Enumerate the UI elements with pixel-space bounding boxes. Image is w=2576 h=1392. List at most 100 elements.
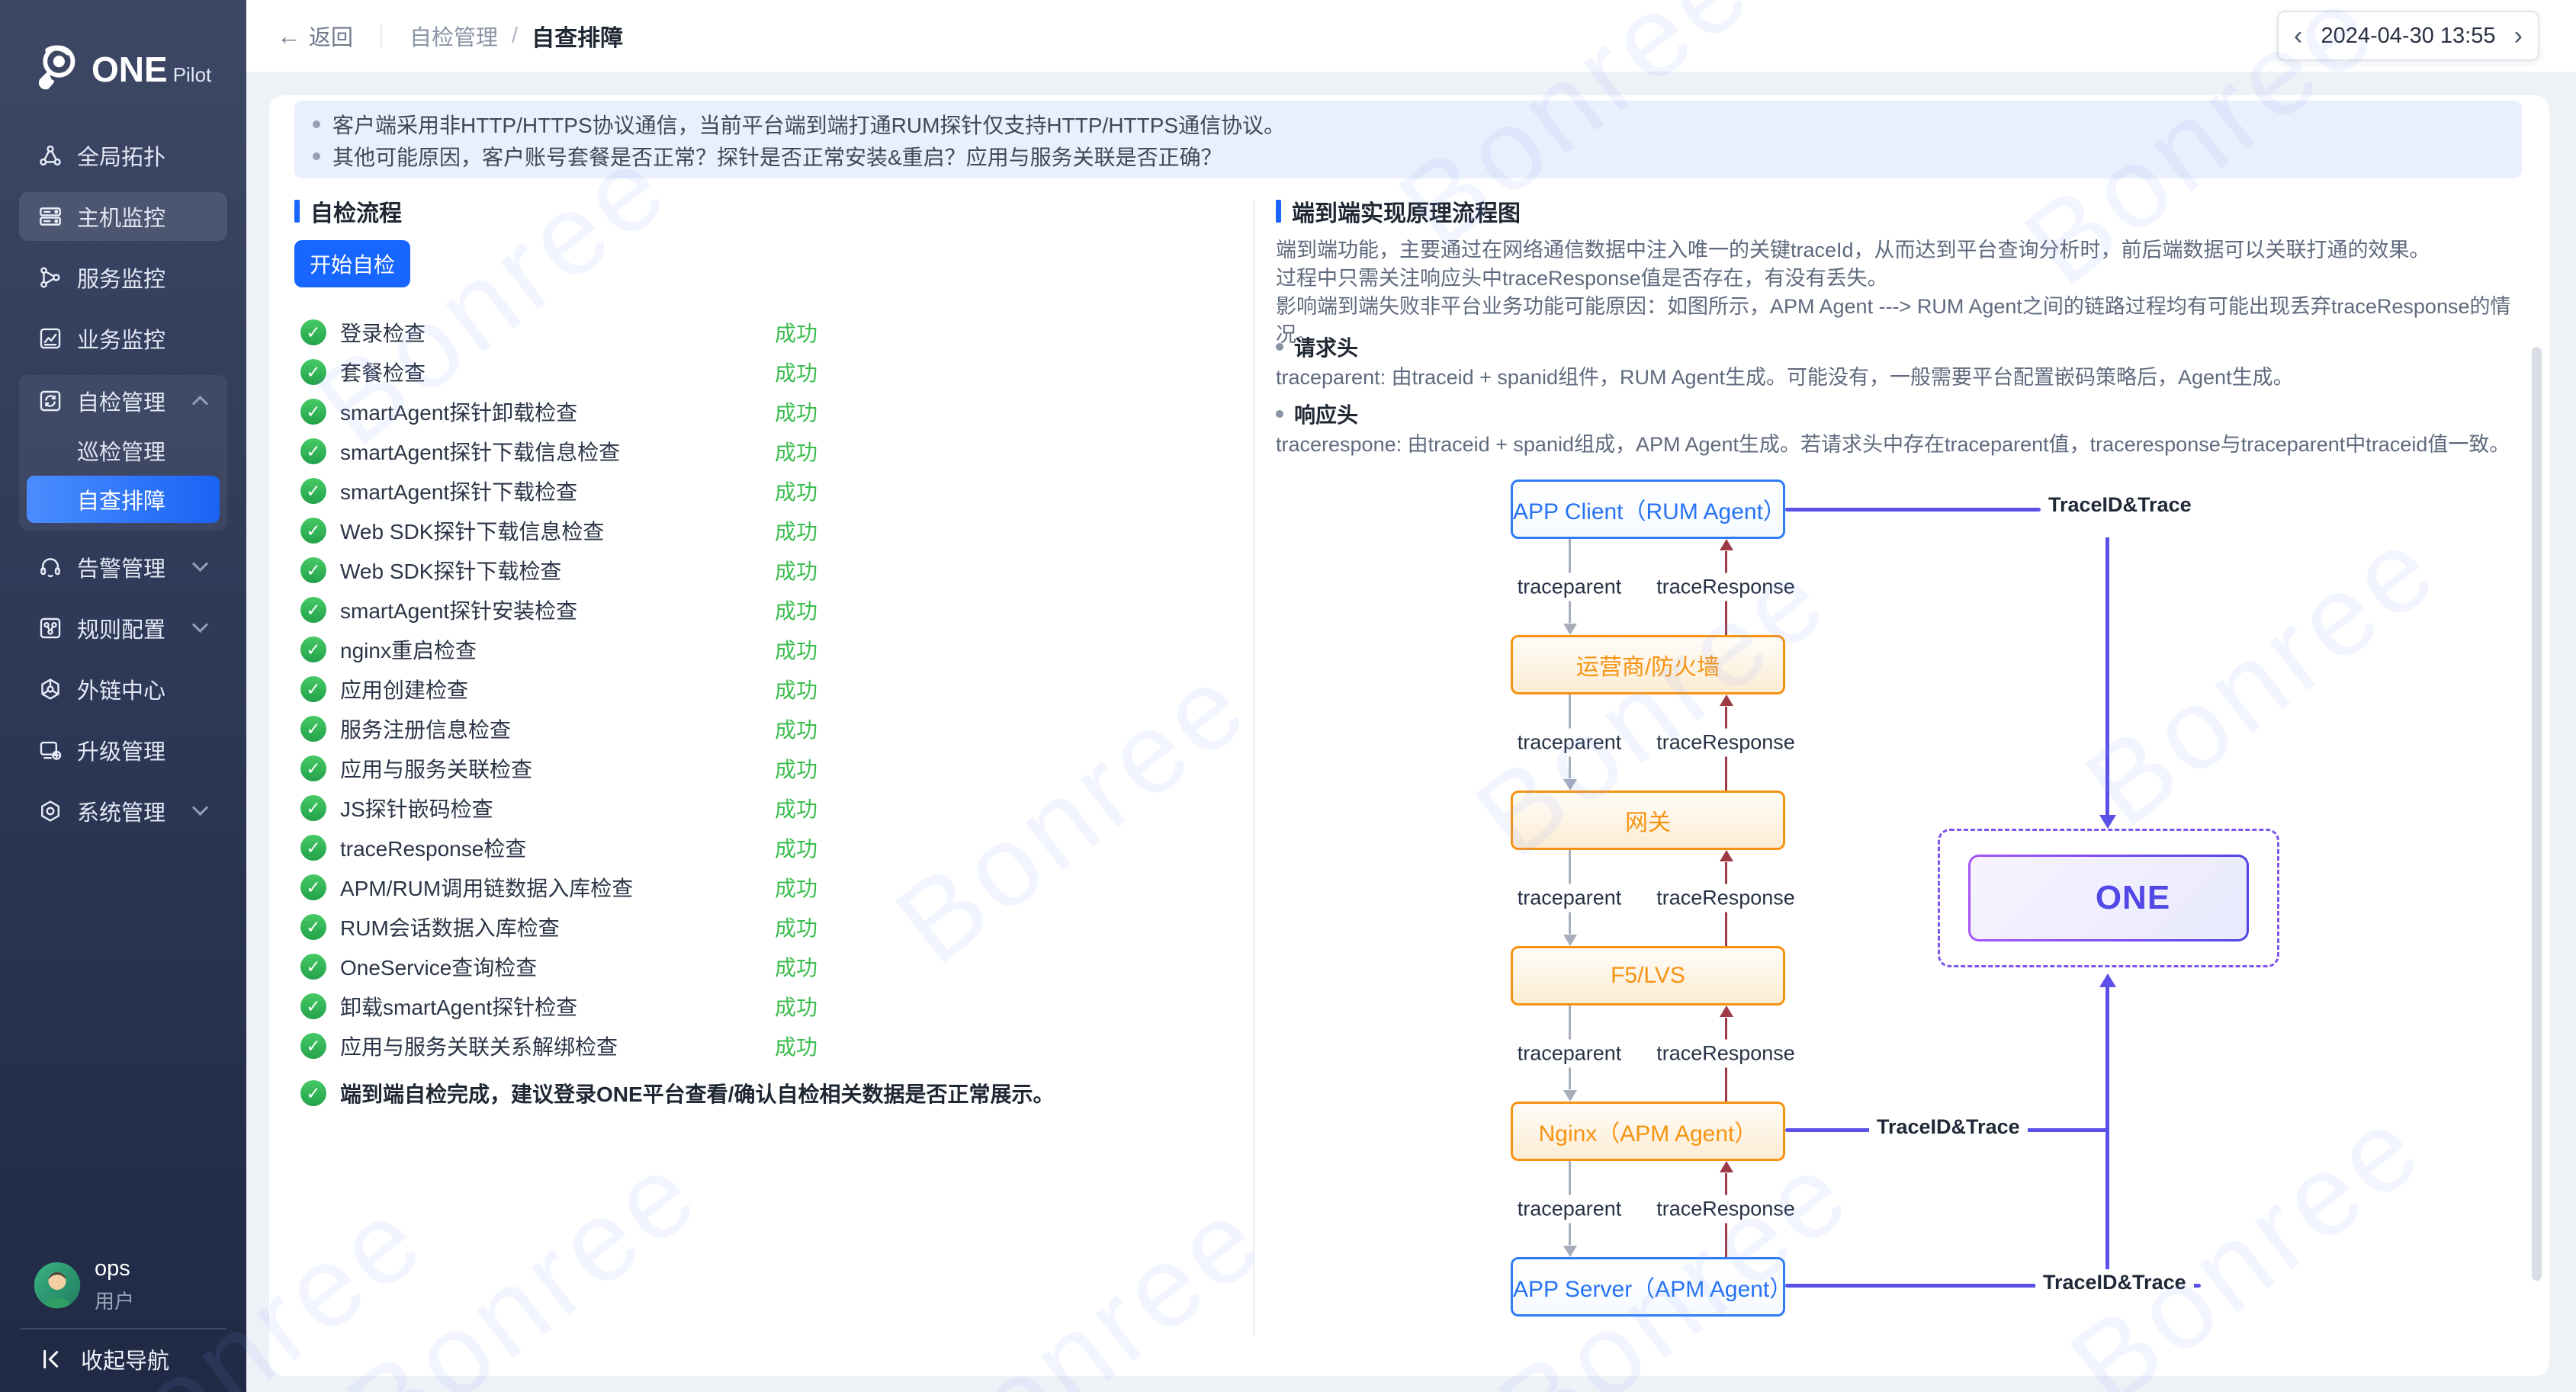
traceparent-arrowhead-icon	[1563, 1090, 1577, 1102]
traceparent-arrowhead-icon	[1563, 779, 1577, 791]
response-header-desc: tracerespone: 由traceid + spanid组成，APM Ag…	[1276, 433, 2510, 456]
flow-node: 运营商/防火墙	[1511, 635, 1785, 694]
success-check-icon	[300, 438, 326, 464]
check-status: 成功	[775, 678, 818, 702]
sidebar-item-label: 自检管理	[77, 391, 166, 415]
date-next-icon[interactable]: ›	[2513, 21, 2523, 50]
flow-diagram: TraceID&Trace TraceID&Trace TraceID&Trac…	[1511, 480, 2281, 1318]
check-status: 成功	[775, 639, 818, 662]
check-status: 成功	[775, 560, 818, 583]
request-header-label: 请求头	[1294, 336, 1359, 360]
sidebar-item-label: 业务监控	[77, 329, 166, 353]
sidebar-subitem[interactable]: 巡检管理	[27, 427, 220, 474]
flow-node: APP Server（APM Agent）	[1511, 1257, 1792, 1317]
datetime-picker[interactable]: ‹ 2024-04-30 13:55 ›	[2277, 11, 2539, 61]
vertical-scrollbar[interactable]	[2532, 347, 2542, 1281]
sidebar-item[interactable]: 服务监控	[19, 253, 227, 302]
check-row: 应用创建检查 成功	[294, 669, 1228, 709]
sidebar-item[interactable]: 系统管理	[19, 787, 227, 836]
bullet-icon	[313, 152, 320, 160]
trace-line-vertical-down	[2105, 537, 2109, 816]
traceparent-arrowhead-icon	[1563, 935, 1577, 946]
success-check-icon	[300, 914, 326, 940]
check-status: 成功	[775, 322, 818, 345]
check-label: RUM会话数据入库检查	[340, 916, 560, 940]
sidebar-item[interactable]: 业务监控	[19, 314, 227, 363]
sidebar-menu-top: 全局拓扑 主机监控 服务监控	[0, 131, 246, 363]
success-check-icon	[300, 755, 326, 781]
sidebar-subitem[interactable]: 自查排障	[27, 476, 220, 523]
sidebar-item[interactable]: 主机监控	[19, 192, 227, 241]
traceparent-label: traceparent	[1511, 884, 1628, 912]
check-label: smartAgent探针下载信息检查	[340, 441, 621, 464]
page-title: 自查排障	[532, 26, 624, 51]
panel-divider	[1253, 200, 1254, 1336]
check-status: 成功	[775, 996, 818, 1019]
check-row: RUM会话数据入库检查 成功	[294, 907, 1228, 947]
flow-item: APP Client（RUM Agent） traceparent traceR…	[1511, 480, 1801, 635]
check-label: APM/RUM调用链数据入库检查	[340, 877, 634, 900]
check-status: 成功	[775, 718, 818, 742]
trace-label-nginx: TraceID&Trace	[1869, 1114, 2028, 1140]
trace-label-top: TraceID&Trace	[2048, 493, 2192, 516]
check-label: 服务注册信息检查	[340, 718, 512, 742]
check-label: smartAgent探针安装检查	[340, 599, 578, 623]
bullet-icon	[1276, 410, 1283, 418]
traceparent-label: traceparent	[1511, 573, 1628, 601]
check-label: 应用与服务关联检查	[340, 758, 533, 781]
chevron-icon	[191, 799, 209, 816]
sidebar-item[interactable]: 告警管理	[19, 543, 227, 592]
back-button[interactable]: ← 返回	[277, 20, 353, 52]
success-check-icon	[300, 399, 326, 425]
sidebar-item[interactable]: 升级管理	[19, 726, 227, 775]
flow-item: 运营商/防火墙 traceparent traceResponse	[1511, 635, 1801, 791]
sidebar-item-selfcheck-management[interactable]: 自检管理	[19, 377, 227, 425]
breadcrumb-separator: /	[512, 23, 519, 48]
check-status: 成功	[775, 956, 818, 980]
sidebar-item[interactable]: 外链中心	[19, 665, 227, 714]
sidebar-item[interactable]: 全局拓扑	[19, 131, 227, 180]
one-label: ONE	[2095, 879, 2171, 916]
notice-line: 客户端采用非HTTP/HTTPS协议通信，当前平台端到端打通RUM探针仅支持HT…	[294, 108, 2522, 140]
summary-row: 端到端自检完成，建议登录ONE平台查看/确认自检相关数据是否正常展示。	[294, 1078, 1228, 1108]
sidebar-subitem-label: 巡检管理	[77, 441, 166, 465]
flow-edge-gap: traceparent traceResponse	[1511, 539, 1801, 635]
check-row: OneService查询检查 成功	[294, 947, 1228, 986]
trace-line-top	[1785, 508, 2041, 512]
breadcrumb-parent[interactable]: 自检管理	[410, 26, 499, 50]
collapse-icon	[43, 1349, 59, 1369]
principle-paragraph: 影响端到端失败非平台业务功能可能原因：如图所示，APM Agent ---> R…	[1276, 295, 2511, 346]
check-rows: 登录检查 成功 套餐检查 成功 smartAgent探针卸载检查	[294, 313, 1228, 1066]
notice-text: 其他可能原因，客户账号套餐是否正常？探针是否正常安装&重启？应用与服务关联是否正…	[332, 146, 1222, 169]
check-status: 成功	[775, 599, 818, 623]
check-list: 登录检查 成功 套餐检查 成功 smartAgent探针卸载检查	[294, 313, 1228, 1108]
logo-icon	[38, 45, 75, 90]
sidebar-item-icon	[37, 737, 63, 763]
user-profile[interactable]: ops 用户	[32, 1256, 134, 1314]
check-status: 成功	[775, 361, 818, 385]
check-status: 成功	[775, 520, 818, 544]
sidebar-item[interactable]: 规则配置	[19, 604, 227, 653]
check-label: nginx重启检查	[340, 639, 477, 662]
traceresponse-label: traceResponse	[1650, 1195, 1801, 1224]
selfcheck-panel: 自检流程 开始自检 登录检查 成功 套餐检查	[294, 198, 1228, 1342]
flow-item: 网关 traceparent traceResponse	[1511, 791, 1801, 946]
date-prev-icon[interactable]: ‹	[2294, 21, 2303, 50]
selfcheck-panel-title: 自检流程	[310, 201, 402, 226]
check-label: OneService查询检查	[340, 956, 538, 980]
check-status: 成功	[775, 916, 818, 940]
success-check-icon	[300, 359, 326, 385]
sidebar-item-label: 外链中心	[77, 679, 166, 704]
sidebar-item-label: 全局拓扑	[77, 146, 166, 170]
user-meta: ops 用户	[95, 1256, 134, 1314]
sidebar-item-icon	[37, 326, 63, 351]
sidebar-item-icon	[37, 143, 63, 168]
check-status: 成功	[775, 877, 818, 900]
collapse-nav-button[interactable]: 收起导航	[40, 1343, 169, 1375]
start-selfcheck-button[interactable]: 开始自检	[294, 240, 410, 287]
success-check-icon	[300, 795, 326, 821]
sidebar-item-label: 升级管理	[77, 740, 166, 765]
trace-line-appserver	[1785, 1284, 2201, 1288]
sidebar-item-label: 告警管理	[77, 557, 166, 582]
success-check-icon	[300, 557, 326, 583]
